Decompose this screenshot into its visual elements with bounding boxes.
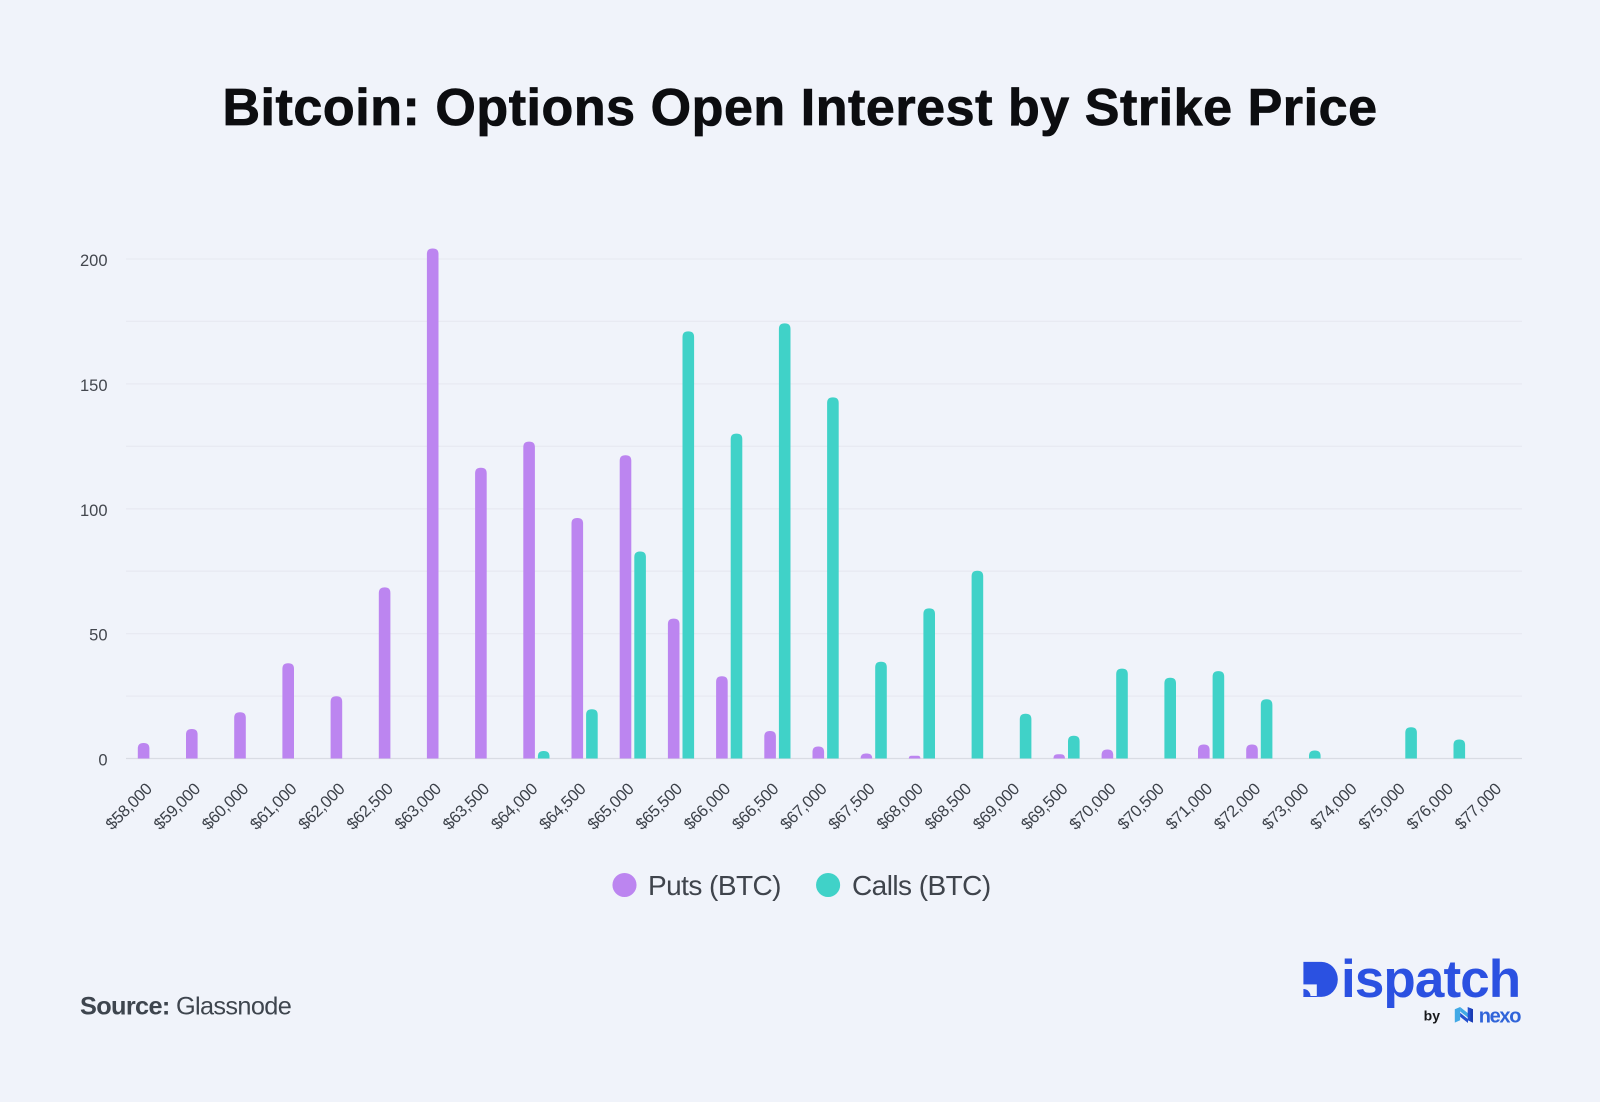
svg-text:Source: Glassnode: Source: Glassnode — [80, 993, 291, 1021]
svg-text:Puts (BTC): Puts (BTC) — [648, 870, 781, 901]
svg-text:by: by — [1424, 1007, 1441, 1023]
svg-text:Bitcoin: Options Open Interest: Bitcoin: Options Open Interest by Strike… — [222, 79, 1377, 137]
svg-text:Calls (BTC): Calls (BTC) — [852, 870, 991, 901]
svg-text:nexo: nexo — [1479, 1006, 1521, 1028]
svg-text:50: 50 — [89, 627, 107, 645]
svg-text:100: 100 — [80, 502, 108, 520]
svg-text:150: 150 — [80, 377, 108, 395]
svg-text:200: 200 — [80, 252, 108, 270]
svg-text:ispatch: ispatch — [1341, 950, 1520, 1009]
svg-text:0: 0 — [98, 752, 107, 770]
